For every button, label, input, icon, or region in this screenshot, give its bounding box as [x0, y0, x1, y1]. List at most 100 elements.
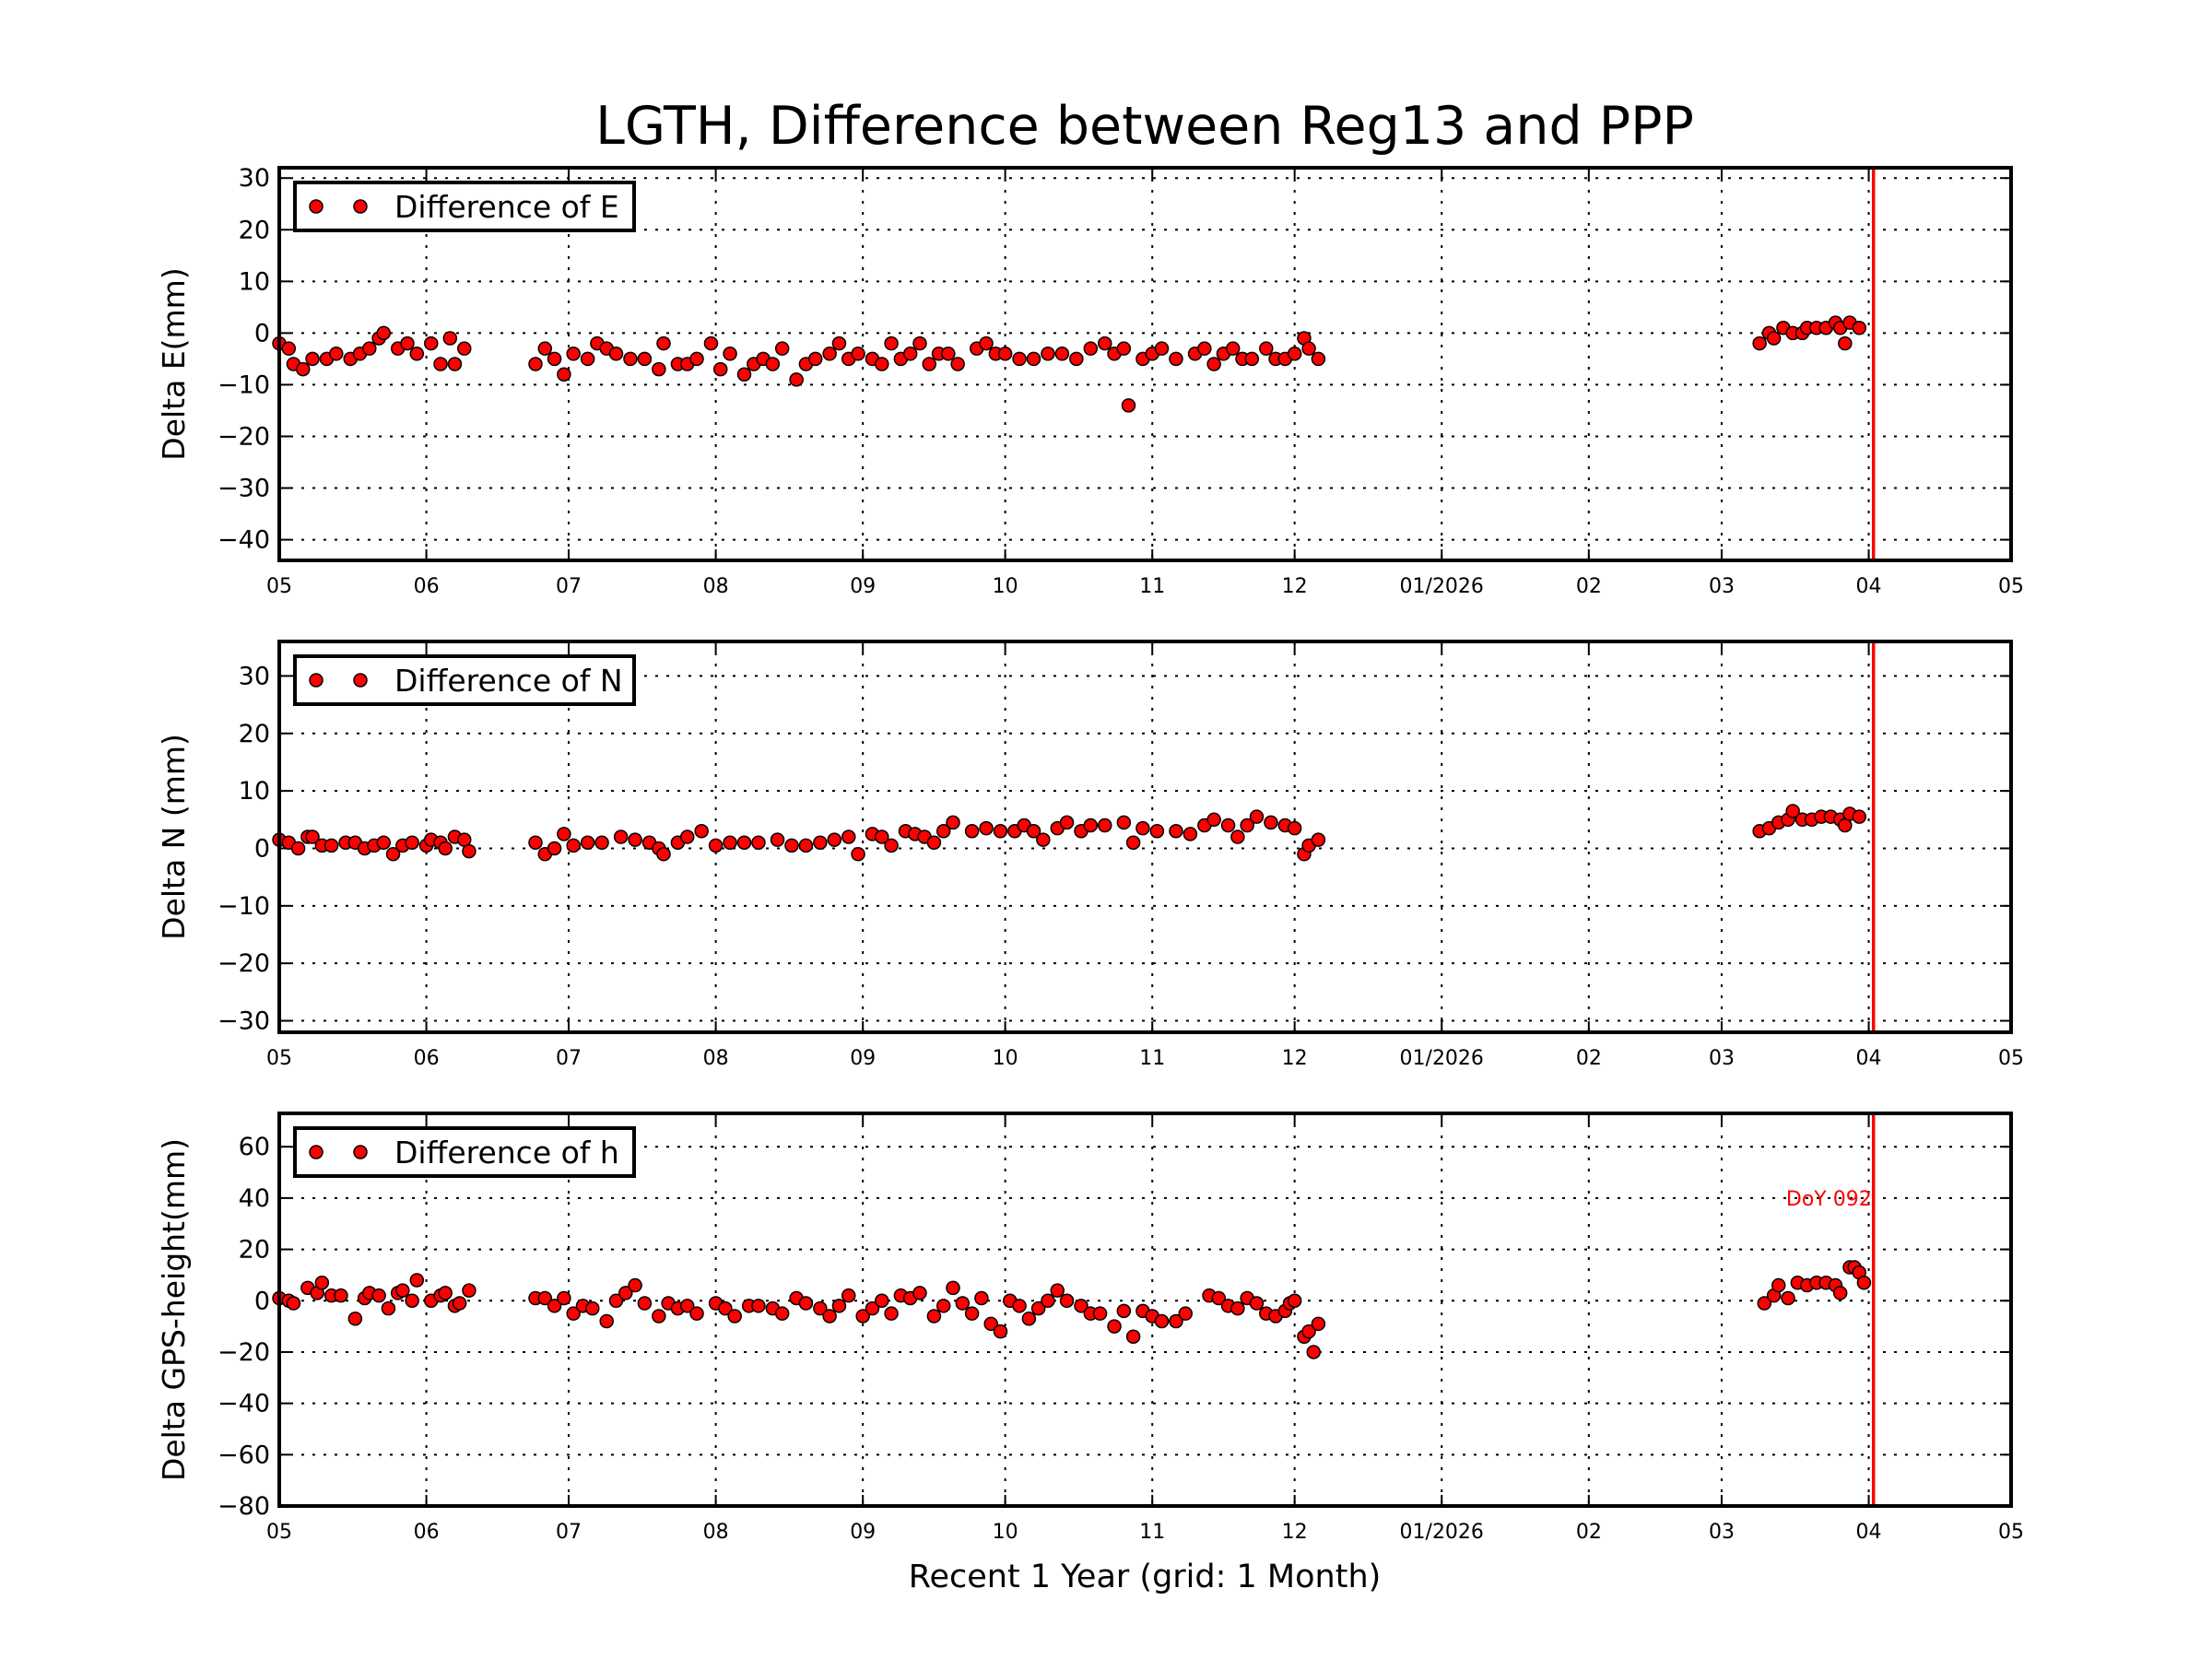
data-point: [594, 835, 609, 850]
data-point: [329, 347, 344, 361]
x-tick-label: 08: [703, 1521, 729, 1544]
legend-label: Difference of N: [394, 663, 623, 699]
y-tick-label: 20: [239, 216, 270, 244]
data-point: [827, 832, 842, 847]
data-point: [974, 1290, 989, 1306]
data-point: [381, 1300, 396, 1316]
legend: Difference of E: [293, 181, 636, 232]
data-point: [566, 347, 581, 361]
legend-marker: [309, 673, 324, 688]
data-point: [946, 1280, 960, 1296]
data-point: [736, 367, 752, 382]
data-point: [1107, 1319, 1122, 1334]
data-point: [851, 347, 865, 361]
x-tick-label: 07: [556, 1047, 582, 1070]
data-point: [703, 335, 719, 351]
data-point: [1083, 341, 1099, 356]
data-point: [774, 1306, 790, 1321]
data-point: [433, 357, 448, 371]
data-point: [1169, 1313, 1183, 1329]
x-tick-label: 11: [1139, 1047, 1165, 1070]
data-point: [462, 843, 477, 859]
data-point: [537, 1290, 553, 1306]
data-point: [1287, 820, 1302, 836]
data-point: [1785, 804, 1800, 818]
data-point: [1074, 1299, 1088, 1313]
x-tick-label: 09: [850, 1521, 876, 1544]
data-point: [798, 1296, 814, 1311]
data-point: [305, 830, 320, 844]
data-point: [1149, 824, 1165, 839]
y-tick-label: −20: [218, 1338, 270, 1367]
data-point: [442, 331, 458, 346]
data-point: [547, 1299, 562, 1313]
x-tick-label: 09: [850, 1047, 876, 1070]
data-point: [784, 838, 799, 853]
data-point: [557, 827, 571, 841]
axes-frame: [277, 1112, 2013, 1508]
x-tick-label: 02: [1576, 1047, 1602, 1070]
data-point: [628, 1277, 642, 1293]
data-point: [1021, 1311, 1037, 1326]
legend-box: [293, 654, 636, 706]
data-point: [979, 335, 994, 351]
data-point: [1169, 351, 1183, 367]
data-point: [1852, 809, 1867, 824]
x-tick-label: 05: [266, 575, 292, 598]
x-tick-label: 07: [556, 575, 582, 598]
y-axis-label: Delta GPS-height(mm): [156, 1138, 192, 1481]
data-point: [1832, 1286, 1848, 1300]
data-point: [1287, 347, 1302, 361]
data-point: [689, 1306, 704, 1321]
data-point: [628, 832, 642, 847]
data-point: [993, 824, 1008, 839]
data-point: [376, 835, 392, 850]
data-point: [1182, 827, 1198, 841]
data-point: [1125, 835, 1141, 850]
data-point: [1135, 820, 1150, 836]
data-point: [385, 846, 401, 862]
x-tick-label: 05: [266, 1521, 292, 1544]
data-point: [884, 1306, 899, 1321]
data-point: [875, 357, 889, 371]
y-tick-label: 0: [254, 834, 270, 863]
data-point: [637, 1296, 653, 1311]
x-tick-label: 03: [1709, 1047, 1735, 1070]
x-tick-label: 11: [1139, 575, 1165, 598]
data-point: [922, 357, 937, 371]
data-point: [405, 1293, 419, 1309]
x-tick-label: 07: [556, 1521, 582, 1544]
y-axis-label: Delta E(mm): [156, 267, 192, 460]
legend-label: Difference of h: [394, 1135, 619, 1171]
x-tick-label: 02: [1576, 575, 1602, 598]
data-point: [851, 846, 865, 862]
data-point: [727, 1309, 742, 1324]
data-point: [1230, 830, 1245, 844]
data-point: [652, 361, 666, 377]
x-tick-label: 11: [1139, 1521, 1165, 1544]
data-point: [314, 1276, 330, 1290]
data-point: [1069, 351, 1084, 367]
data-point: [580, 835, 595, 850]
data-point: [652, 1309, 666, 1324]
y-tick-label: 0: [254, 319, 270, 347]
y-tick-label: −40: [218, 1390, 270, 1418]
data-point: [855, 1309, 870, 1324]
data-point: [1225, 341, 1241, 356]
y-tick-label: 10: [239, 267, 270, 296]
data-point: [831, 335, 847, 351]
data-point: [1264, 815, 1278, 830]
data-point: [324, 838, 339, 853]
x-tick-label: 03: [1709, 575, 1735, 598]
axes-frame: [277, 640, 2013, 1034]
y-tick-label: 60: [239, 1133, 270, 1161]
data-point: [452, 1296, 467, 1311]
legend-marker: [353, 1145, 368, 1159]
data-point: [1012, 351, 1027, 367]
data-point: [1211, 1290, 1227, 1306]
data-point: [1097, 818, 1112, 833]
data-point: [774, 341, 790, 356]
data-point: [865, 1300, 880, 1316]
data-point: [1178, 1306, 1194, 1321]
data-point: [770, 832, 785, 847]
